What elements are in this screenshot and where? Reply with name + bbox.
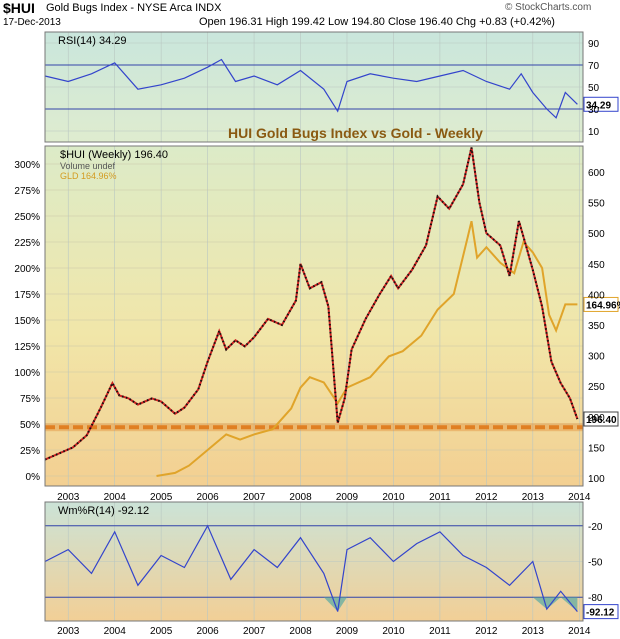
main-panel-frame (44, 145, 584, 487)
x-tick-label: 2003 (57, 492, 80, 503)
left-tick-label: 250% (14, 212, 40, 223)
x-tick-label: 2008 (289, 492, 312, 503)
left-tick-label: 200% (14, 264, 40, 275)
left-tick-label: 50% (20, 420, 40, 431)
right-tick-label: 250 (588, 382, 605, 393)
x-tick-label-bottom: 2007 (243, 626, 266, 637)
wm-legend: Wm%R(14) -92.12 (58, 505, 149, 517)
ticker-symbol: $HUI (3, 0, 35, 16)
gld-value-tag-box (583, 296, 619, 312)
hui-line (44, 147, 579, 461)
main-panel-background (45, 146, 583, 486)
x-tick-label: 2011 (429, 492, 451, 503)
right-tick-label: 500 (588, 229, 605, 240)
rsi-value-tag: 34.29 (586, 100, 611, 111)
x-tick-label-bottom: 2010 (382, 626, 405, 637)
rsi-tick-label: 10 (588, 127, 600, 138)
chart-date: 17-Dec-2013 (3, 17, 61, 28)
right-tick-label: 600 (588, 168, 605, 179)
chart-header: $HUI Gold Bugs Index - NYSE Arca INDX 17… (0, 0, 620, 30)
hui-value-tag-box (583, 411, 619, 427)
x-tick-label-bottom: 2011 (429, 626, 451, 637)
wm-line (44, 524, 578, 612)
wm-tick-label: -80 (588, 593, 603, 604)
gld-value-tag: 164.96% (586, 300, 620, 311)
right-tick-label: 550 (588, 199, 605, 210)
x-tick-label: 2006 (196, 492, 219, 503)
x-tick-label: 2010 (382, 492, 405, 503)
x-tick-label-bottom: 2004 (104, 626, 127, 637)
x-tick-label: 2009 (336, 492, 359, 503)
index-name: Gold Bugs Index - NYSE Arca INDX (46, 2, 222, 14)
right-tick-label: 100 (588, 474, 605, 485)
gld-legend: GLD 164.96% (60, 171, 117, 181)
rsi-tick-label: 70 (588, 61, 600, 72)
wm-tick-label: -20 (588, 522, 603, 533)
x-tick-label-bottom: 2003 (57, 626, 80, 637)
wm-panel-frame (44, 501, 584, 622)
left-tick-label: 300% (14, 160, 40, 171)
x-tick-label-bottom: 2008 (289, 626, 312, 637)
x-tick-label-bottom: 2006 (196, 626, 219, 637)
ohlc-summary: Open 196.31 High 199.42 Low 194.80 Close… (199, 16, 555, 28)
x-tick-label-bottom: 2014 (568, 626, 591, 637)
left-tick-label: 75% (20, 394, 40, 405)
left-tick-label: 175% (14, 290, 40, 301)
x-tick-label-bottom: 2005 (150, 626, 173, 637)
x-tick-label: 2013 (522, 492, 545, 503)
hui-value-tag: 196.40 (586, 415, 617, 426)
wm-value-tag: -92.12 (586, 608, 615, 619)
wm-tick-label: -50 (588, 558, 603, 569)
left-tick-label: 0% (26, 472, 41, 483)
gld-line (156, 220, 578, 477)
left-tick-label: 225% (14, 238, 40, 249)
x-tick-label-bottom: 2013 (522, 626, 545, 637)
right-tick-label: 450 (588, 260, 605, 271)
support-band (45, 423, 583, 432)
x-tick-label-bottom: 2012 (475, 626, 498, 637)
x-tick-label: 2007 (243, 492, 266, 503)
rsi-legend: RSI(14) 34.29 (58, 35, 126, 47)
left-tick-label: 25% (20, 446, 40, 457)
x-tick-label: 2004 (104, 492, 127, 503)
series-layer: 34.29 164.96% 196.40 -92.12 (44, 58, 620, 620)
left-tick-label: 100% (14, 368, 40, 379)
wm-value-tag-box (583, 604, 619, 620)
x-tick-label-bottom: 2009 (336, 626, 359, 637)
rsi-value-tag-box (583, 96, 619, 112)
right-tick-label: 150 (588, 443, 605, 454)
right-tick-label: 350 (588, 321, 605, 332)
hui-legend: $HUI (Weekly) 196.40 (60, 149, 168, 161)
gridlines (45, 32, 583, 621)
right-tick-label: 200 (588, 413, 605, 424)
left-tick-label: 150% (14, 316, 40, 327)
left-tick-label: 125% (14, 342, 40, 353)
right-tick-label: 400 (588, 290, 605, 301)
rsi-tick-label: 30 (588, 105, 600, 116)
right-tick-label: 300 (588, 352, 605, 363)
rsi-line (44, 58, 578, 119)
x-tick-label: 2012 (475, 492, 498, 503)
rsi-tick-label: 90 (588, 39, 600, 50)
left-tick-label: 275% (14, 186, 40, 197)
volume-legend: Volume undef (60, 161, 116, 171)
chart-title: HUI Gold Bugs Index vs Gold - Weekly (228, 125, 483, 141)
axis-labels: 2003 2004 2005 2006 2007 2008 2009 2010 2011 2012… (14, 39, 605, 637)
x-tick-label: 2014 (568, 492, 591, 503)
rsi-tick-label: 50 (588, 83, 600, 94)
x-tick-label: 2005 (150, 492, 173, 503)
rsi-panel-frame (44, 31, 584, 143)
stockcharts-logo: © StockCharts.com (505, 2, 592, 13)
